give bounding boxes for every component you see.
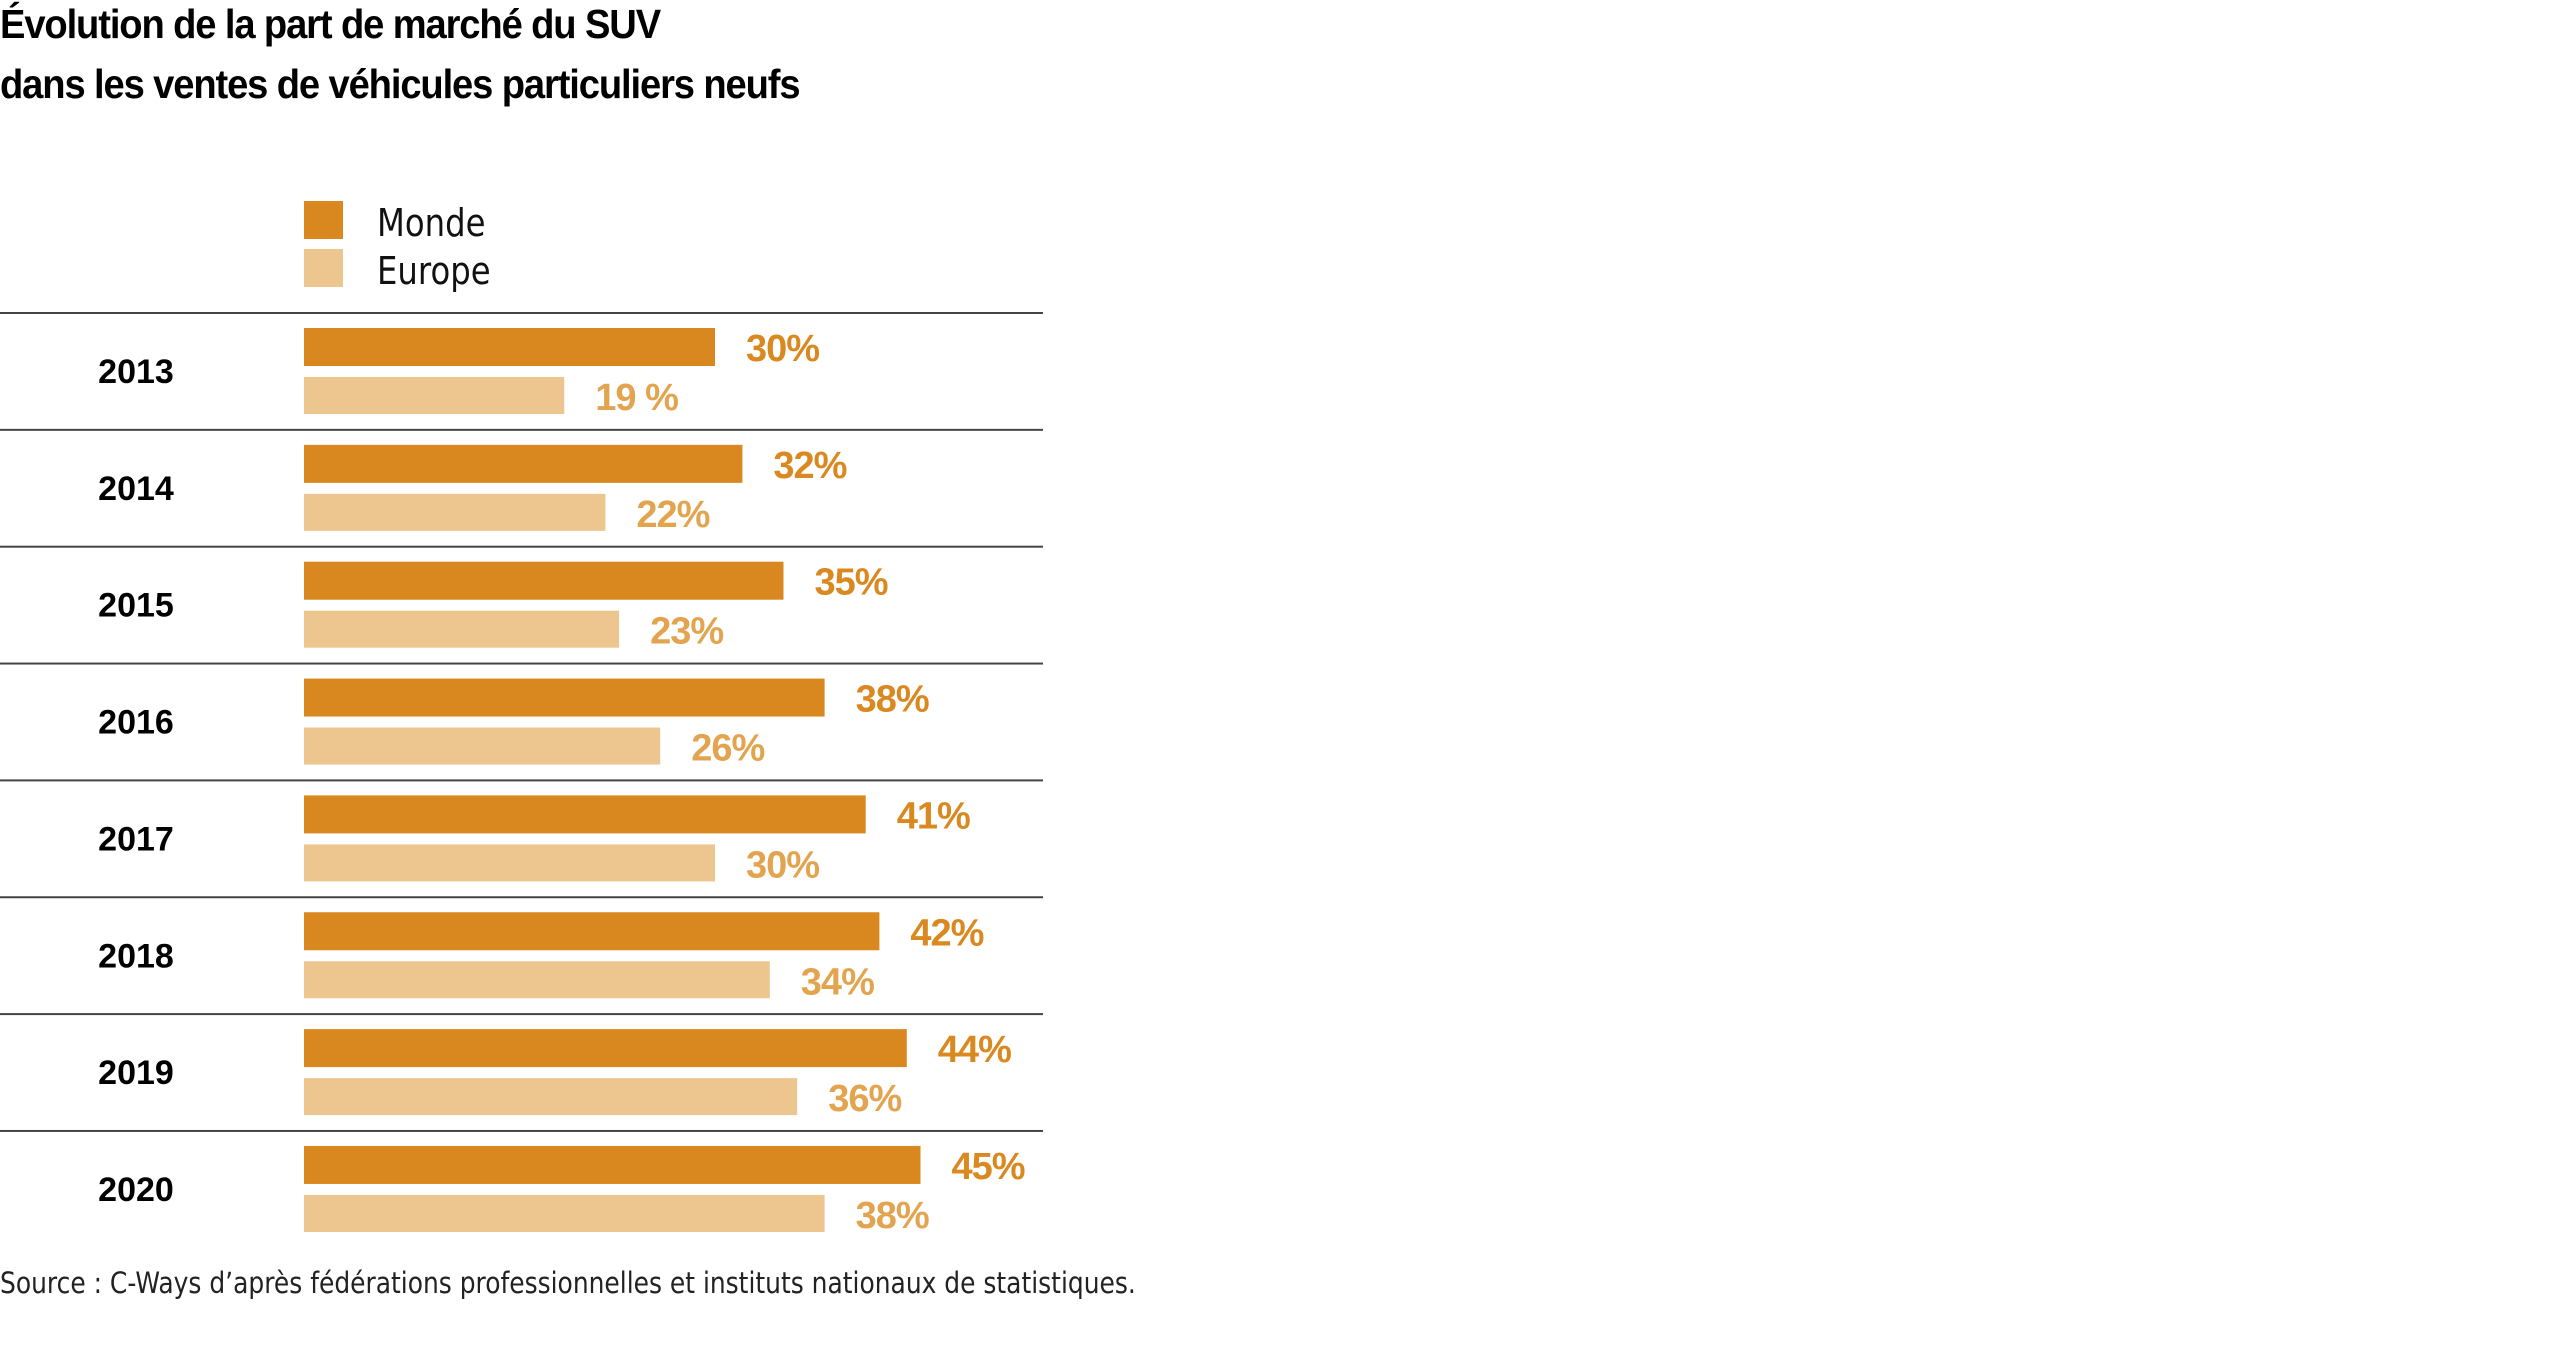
value-label-monde: 41% [897, 795, 970, 837]
value-label-monde: 42% [910, 912, 983, 954]
row-separator [0, 1013, 1043, 1016]
bar-europe [304, 493, 606, 531]
bar-monde [304, 1145, 921, 1184]
bar-monde [304, 678, 825, 717]
row-separator [0, 312, 1043, 314]
year-label: 2013 [98, 353, 174, 391]
value-label-europe: 36% [828, 1078, 901, 1120]
bar-europe [304, 961, 770, 999]
bar-monde [304, 444, 743, 483]
row-separator [0, 779, 1043, 782]
value-label-monde: 44% [938, 1029, 1011, 1071]
legend-swatch-monde [304, 201, 343, 239]
row-separator [0, 1129, 1043, 1132]
value-label-monde: 35% [815, 562, 888, 604]
year-label: 2016 [98, 704, 174, 742]
value-label-europe: 26% [691, 728, 764, 770]
legend-label-monde: Monde [377, 201, 486, 245]
value-label-europe: 19 % [595, 377, 678, 419]
value-label-europe: 34% [801, 961, 874, 1003]
chart-title-line-2: dans les ventes de véhicules particulier… [0, 61, 801, 107]
row-separator [0, 545, 1043, 548]
bar-chart: 2013 30% 19 % 2014 32% 22% 2015 35% 23% 2016 38% 26… [0, 312, 1043, 1237]
legend-label-europe: Europe [377, 249, 491, 293]
year-label: 2014 [98, 470, 174, 508]
value-label-europe: 30% [746, 844, 819, 886]
value-label-europe: 38% [856, 1195, 929, 1237]
bar-europe [304, 377, 565, 414]
value-label-monde: 38% [856, 679, 929, 721]
bar-monde [304, 912, 880, 951]
value-label-europe: 23% [650, 611, 723, 653]
bar-europe [304, 1194, 825, 1232]
bar-monde [304, 328, 715, 366]
chart-title-line-1: Évolution de la part de marché du SUV [0, 1, 661, 47]
year-label: 2020 [98, 1171, 174, 1209]
bar-europe [304, 610, 620, 648]
bar-europe [304, 844, 715, 882]
year-label: 2017 [98, 820, 174, 858]
year-label: 2018 [98, 937, 174, 975]
year-label: 2019 [98, 1054, 174, 1092]
chart-title: Évolution de la part de marché du SUV da… [0, 0, 801, 114]
legend-swatch-europe [304, 249, 343, 287]
bar-monde [304, 795, 866, 834]
bar-europe [304, 727, 661, 765]
value-label-monde: 45% [952, 1146, 1025, 1188]
value-label-monde: 32% [773, 445, 846, 487]
bar-monde [304, 561, 784, 600]
row-separator [0, 896, 1043, 899]
bar-monde [304, 1029, 907, 1068]
source-note: Source : C-Ways d’après fédérations prof… [0, 1266, 1136, 1300]
year-label: 2015 [98, 587, 174, 625]
value-label-europe: 22% [636, 494, 709, 536]
bar-europe [304, 1078, 798, 1116]
row-separator [0, 428, 1043, 431]
value-label-monde: 30% [746, 328, 819, 370]
row-separator [0, 662, 1043, 665]
